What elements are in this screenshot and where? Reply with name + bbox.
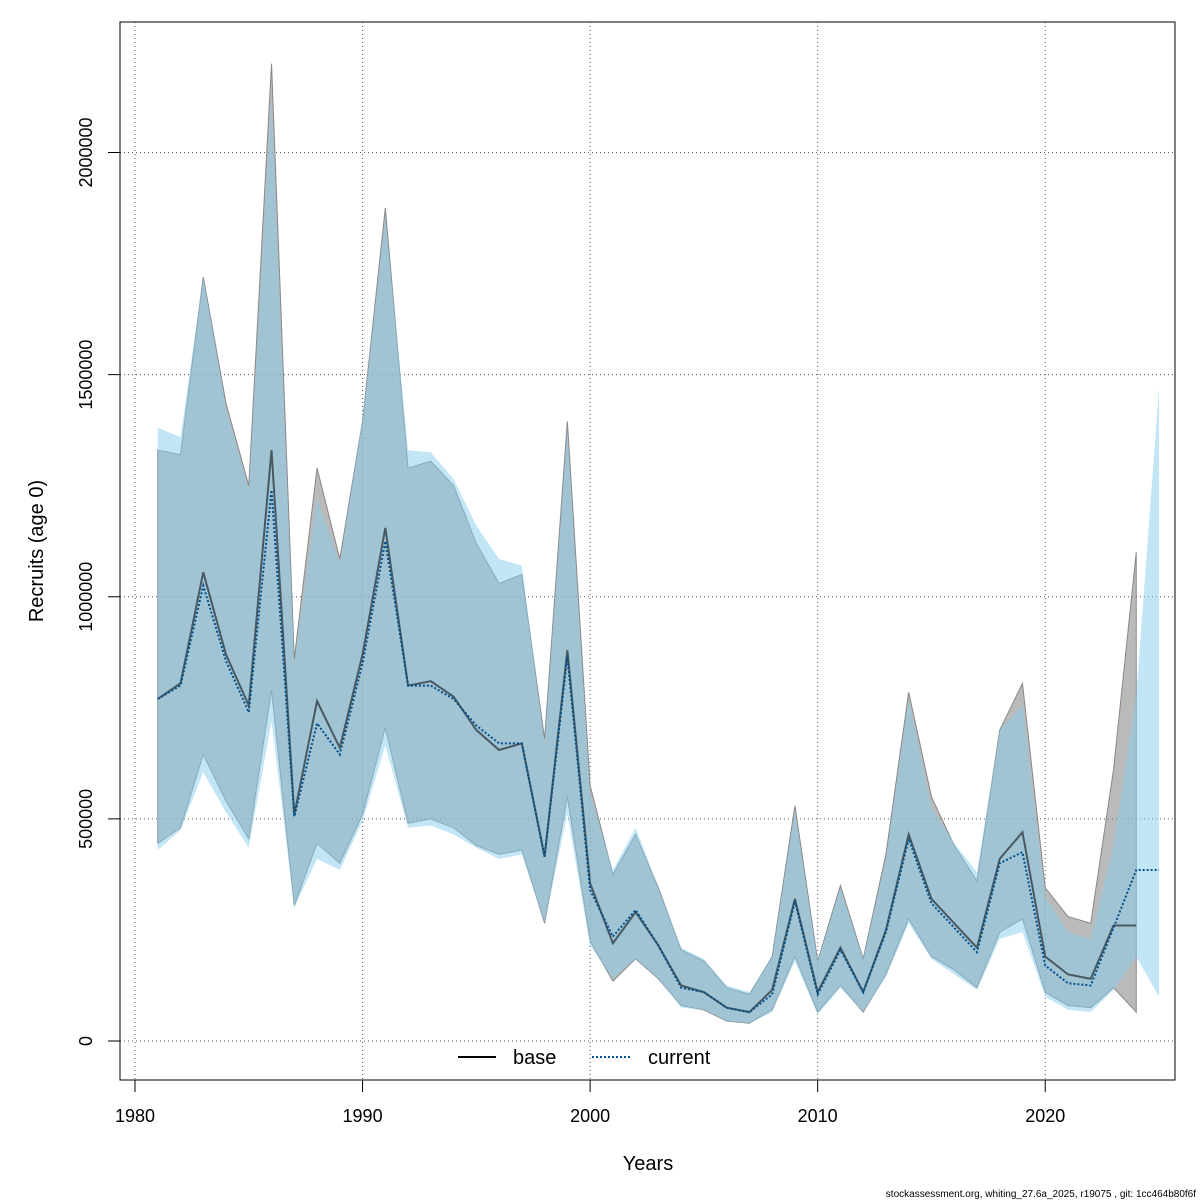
series-lines: [157, 450, 1160, 1014]
y-axis: 0 500000 1000000 1500000 2000000: [76, 117, 121, 1046]
x-tick-label-2000: 2000: [570, 1106, 610, 1126]
y-tick-label-0: 0: [76, 1036, 96, 1046]
y-axis-title: Recruits (age 0): [26, 480, 48, 622]
y-tick-label-500000: 500000: [76, 789, 96, 849]
x-axis: 1980 1990 2000 2010 2020: [115, 1079, 1065, 1126]
y-tick-label-1500000: 1500000: [76, 340, 96, 410]
y-tick-label-2000000: 2000000: [76, 117, 96, 187]
footer-note: stockassessment.org, whiting_27.6a_2025,…: [886, 1189, 1196, 1200]
x-axis-title: Years: [623, 1153, 673, 1175]
legend: base current: [458, 1047, 711, 1069]
legend-label-current: current: [648, 1047, 711, 1069]
x-tick-label-1980: 1980: [115, 1106, 155, 1126]
y-tick-label-1000000: 1000000: [76, 562, 96, 632]
confidence-bands: [157, 63, 1160, 1024]
x-tick-label-1990: 1990: [343, 1106, 383, 1126]
band-current: [157, 99, 1160, 1024]
line-current: [157, 490, 1160, 1014]
x-tick-label-2020: 2020: [1025, 1106, 1065, 1126]
x-tick-label-2010: 2010: [798, 1106, 838, 1126]
legend-label-base: base: [513, 1047, 556, 1069]
